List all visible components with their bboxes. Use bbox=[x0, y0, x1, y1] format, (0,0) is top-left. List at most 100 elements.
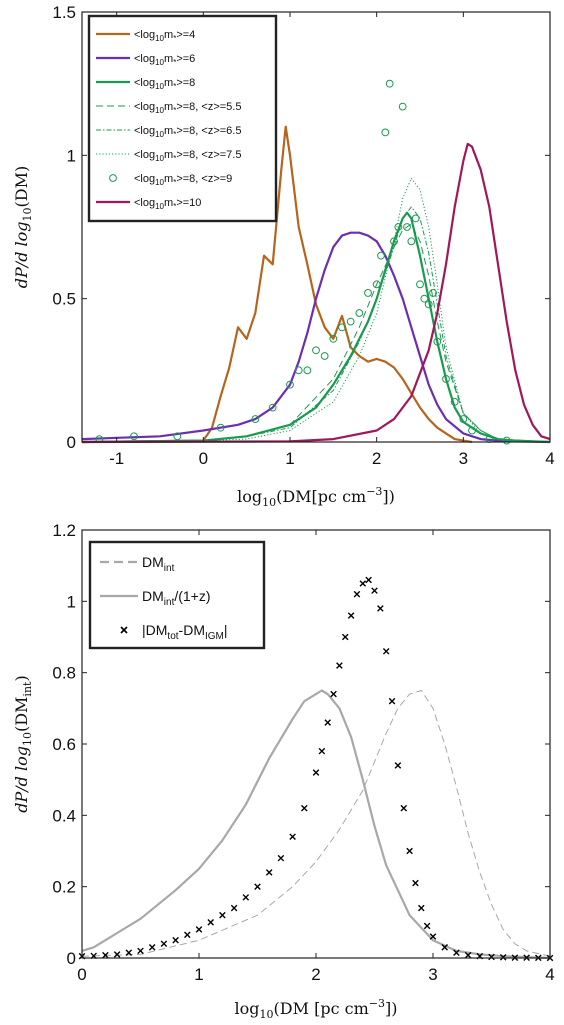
top-xtick-label: 0 bbox=[199, 449, 208, 468]
bottom-series-2-point bbox=[330, 690, 337, 698]
bottom-x-axis-label: log10(DM [pc cm−3]) bbox=[235, 997, 398, 1021]
top-series-6-point bbox=[381, 128, 390, 137]
top-ytick-label: 1.5 bbox=[52, 3, 76, 22]
bottom-series-2-point bbox=[125, 949, 133, 956]
top-legend-label: <log10m*>=8, <z>=9 bbox=[134, 173, 232, 187]
bottom-series-2-point bbox=[441, 944, 448, 951]
top-series-0-line bbox=[81, 125, 473, 444]
bottom-series-1-line bbox=[81, 689, 551, 960]
top-legend-label: <log10m*>=8 bbox=[134, 77, 195, 91]
top-series-6-point bbox=[502, 436, 511, 445]
bottom-ytick-label: 1.2 bbox=[52, 521, 76, 540]
bottom-plot-area bbox=[78, 576, 554, 962]
top-series-6-point bbox=[398, 102, 407, 111]
bottom-ytick-label: 0.4 bbox=[52, 806, 76, 825]
bottom-series-2-point bbox=[347, 612, 355, 619]
bottom-series-2-point bbox=[400, 804, 408, 812]
top-series-6-point bbox=[346, 317, 355, 326]
bottom-series-2-point bbox=[488, 953, 495, 961]
bottom-legend-label: DMint/(1+z) bbox=[142, 588, 211, 608]
bottom-series-2-point bbox=[324, 719, 331, 726]
top-series-6-point bbox=[394, 223, 403, 231]
bottom-series-2-point bbox=[418, 904, 425, 912]
bottom-series-2-point bbox=[412, 879, 419, 887]
bottom-series-2-point bbox=[394, 762, 402, 769]
bottom-series-2-markers bbox=[78, 576, 554, 962]
top-ticks: -1 0 1 2 3 4 0 0.5 1 1.5 bbox=[52, 3, 554, 468]
top-series-6-point bbox=[130, 432, 138, 441]
bottom-series-2-point bbox=[318, 747, 326, 755]
bottom-series-2-point bbox=[423, 922, 431, 930]
bottom-series-2-point bbox=[464, 951, 472, 959]
top-axes-frame bbox=[81, 11, 551, 443]
top-series-6-point bbox=[403, 223, 411, 231]
bottom-series-2-point bbox=[113, 951, 121, 958]
top-xtick-label: 2 bbox=[372, 449, 381, 468]
top-legend-label: <log10m*>=10 bbox=[134, 197, 201, 211]
top-series-6-point bbox=[312, 346, 320, 355]
bottom-ytick-label: 0.2 bbox=[52, 878, 76, 897]
bottom-series-2-point bbox=[388, 697, 396, 705]
top-ytick-label: 0.5 bbox=[52, 290, 76, 309]
top-legend-item-7: <log10m*>=10 bbox=[96, 197, 201, 211]
bottom-series-0-line bbox=[81, 690, 551, 957]
top-series-3-line bbox=[81, 223, 551, 443]
bottom-series-2-point bbox=[336, 662, 343, 669]
bottom-series-2-point bbox=[301, 804, 308, 812]
bottom-ytick-label: 0.8 bbox=[52, 664, 76, 683]
top-series-6-point bbox=[420, 294, 429, 303]
top-legend-item-3: <log10m*>=8, <z>=5.5 bbox=[96, 101, 241, 115]
top-series-6-point bbox=[390, 237, 398, 246]
bottom-xtick-label: 1 bbox=[194, 965, 203, 984]
top-series-6-point bbox=[355, 309, 364, 317]
top-legend-label: <log10m*>=8, <z>=5.5 bbox=[134, 101, 241, 115]
top-legend-item-6: <log10m*>=8, <z>=9 bbox=[109, 173, 232, 187]
top-legend-item-0: <log10m*>=4 bbox=[96, 29, 195, 43]
bottom-series-2-point bbox=[207, 919, 214, 926]
bottom-ytick-label: 1 bbox=[67, 592, 76, 611]
bottom-series-2-point bbox=[499, 953, 507, 961]
bottom-y-axis-label: dP/d log10(DMint) bbox=[12, 675, 34, 812]
bottom-series-2-point bbox=[341, 633, 349, 641]
legend-marker-circle bbox=[109, 174, 117, 182]
top-series-6-point bbox=[329, 334, 338, 343]
bottom-legend-item-0: DMint bbox=[100, 554, 175, 574]
bottom-series-2-point bbox=[359, 580, 367, 587]
bottom-panel: 0 1 2 3 4 0 0.2 0.4 0.6 0.8 1 1.2 DMint DMint/(1+z) |… bbox=[12, 521, 555, 1021]
top-series-6-point bbox=[385, 79, 394, 88]
top-series-2-line bbox=[81, 211, 551, 444]
bottom-xtick-label: 3 bbox=[428, 965, 437, 984]
top-panel: -1 0 1 2 3 400.511.5 <log10m*>=4<log10m*>=6<l… bbox=[12, 3, 555, 509]
top-x-axis-label: log10(DM[pc cm−3]) bbox=[237, 485, 395, 509]
top-legend-item-4: <log10m*>=8, <z>=6.5 bbox=[96, 125, 241, 139]
top-series-6-point bbox=[468, 426, 476, 435]
bottom-series-2-point bbox=[230, 904, 238, 912]
bottom-xtick-label: 0 bbox=[77, 965, 86, 984]
bottom-series-2-point bbox=[184, 931, 191, 939]
bottom-series-2-point bbox=[195, 926, 203, 933]
top-legend-box bbox=[87, 14, 278, 223]
top-series-6-point bbox=[320, 352, 329, 360]
top-legend-item-5: <log10m*>=8, <z>=7.5 bbox=[96, 149, 241, 163]
top-series-7-line bbox=[81, 142, 551, 444]
top-plot-area bbox=[81, 79, 551, 445]
top-series-6-point bbox=[429, 289, 437, 297]
top-xtick-label: 4 bbox=[545, 449, 554, 468]
top-legend-label: <log10m*>=8, <z>=7.5 bbox=[134, 149, 241, 163]
top-series-6-point bbox=[416, 280, 424, 289]
top-series-6-point bbox=[450, 397, 459, 406]
top-series-6-point bbox=[424, 300, 433, 309]
bottom-series-2-point bbox=[289, 833, 296, 841]
top-series-6-point bbox=[377, 251, 385, 260]
bottom-series-2-point bbox=[382, 647, 390, 655]
top-series-6-point bbox=[411, 214, 420, 223]
bottom-series-2-point bbox=[377, 605, 384, 612]
top-series-6-point bbox=[286, 380, 294, 389]
bottom-series-2-point bbox=[365, 576, 372, 584]
top-legend-label: <log10m*>=8, <z>=6.5 bbox=[134, 125, 241, 139]
top-legend-label: <log10m*>=6 bbox=[134, 53, 195, 67]
bottom-series-2-point bbox=[137, 947, 144, 955]
bottom-xtick-label: 4 bbox=[545, 965, 554, 984]
top-legend-label: <log10m*>=4 bbox=[134, 29, 195, 43]
top-series-6-point bbox=[251, 415, 260, 423]
